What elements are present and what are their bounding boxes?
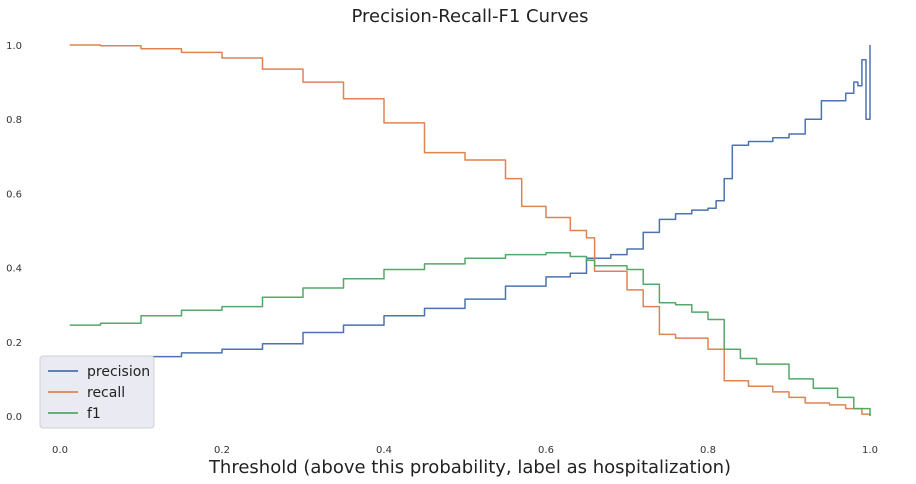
x-axis-ticks: 0.0 0.2 0.4 0.6 0.8 1.0: [52, 445, 878, 456]
legend-label-precision: precision: [87, 364, 150, 380]
y-axis-ticks: 0.0 0.2 0.4 0.6 0.8 1.0: [6, 41, 22, 423]
y-tick-label: 0.8: [6, 115, 22, 126]
y-tick-label: 0.2: [6, 338, 22, 349]
y-tick-label: 0.6: [6, 189, 22, 200]
x-tick-label: 0.4: [376, 445, 392, 456]
chart-title: Precision-Recall-F1 Curves: [351, 6, 588, 27]
plot-lines: [69, 44, 871, 416]
series-line-recall: [69, 44, 871, 416]
x-tick-label: 0.2: [214, 445, 230, 456]
x-tick-label: 0.6: [538, 445, 554, 456]
y-tick-label: 0.0: [6, 412, 22, 423]
legend-label-recall: recall: [87, 385, 125, 401]
x-tick-label: 1.0: [862, 445, 878, 456]
y-tick-label: 0.4: [6, 264, 22, 275]
x-axis-label: Threshold (above this probability, label…: [208, 457, 731, 478]
legend: precision recall f1: [39, 355, 155, 429]
y-tick-label: 1.0: [6, 41, 22, 52]
x-tick-label: 0.0: [52, 445, 68, 456]
legend-label-f1: f1: [87, 406, 101, 422]
series-line-precision: [69, 45, 871, 365]
x-tick-label: 0.8: [700, 445, 716, 456]
legend-box: [39, 355, 155, 429]
series-line-f1: [69, 252, 871, 416]
